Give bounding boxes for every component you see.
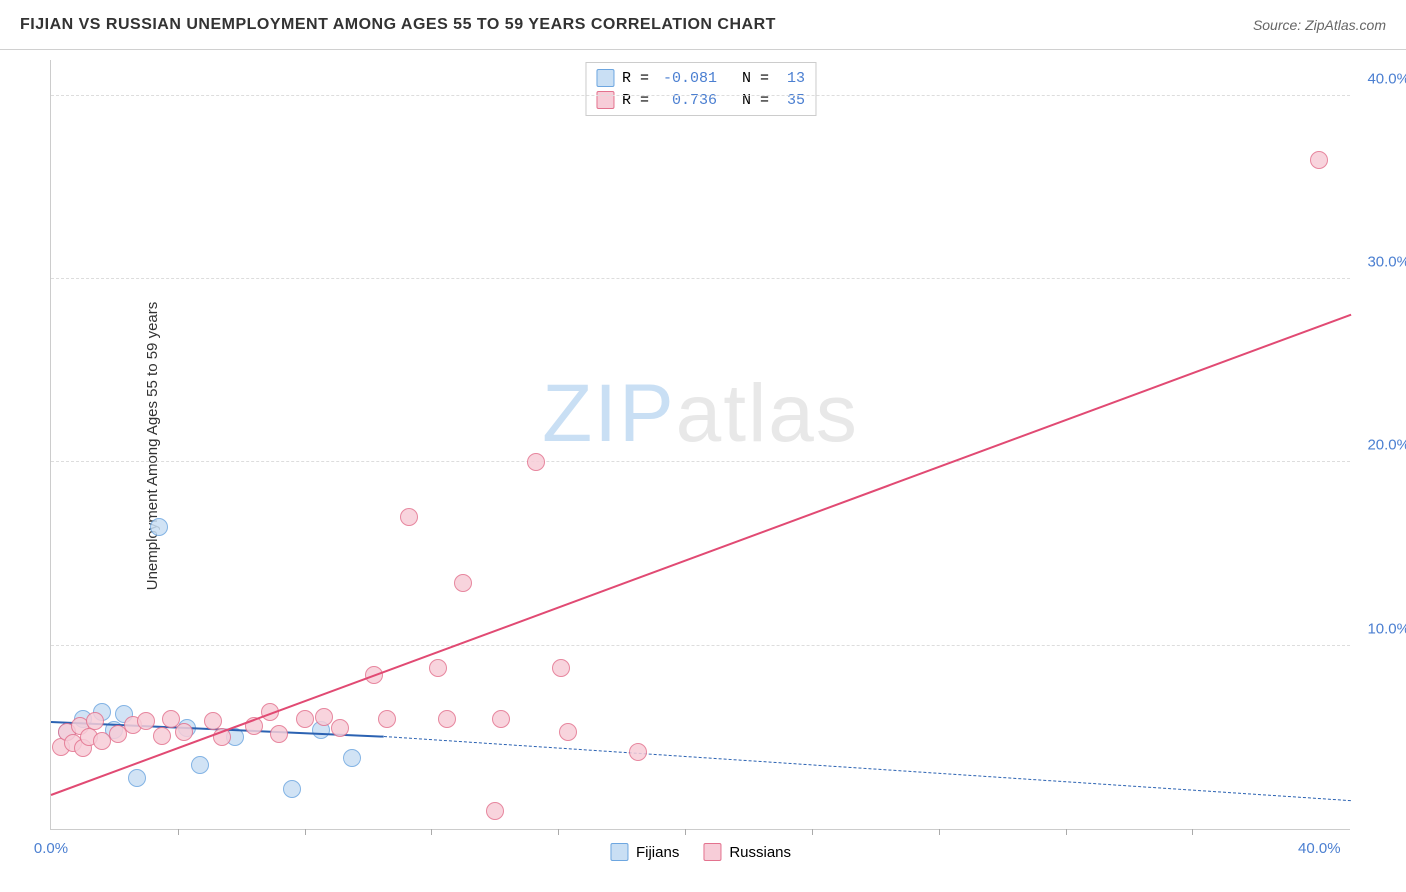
r-value-fijians: -0.081 [657, 70, 717, 87]
data-point-russians [438, 710, 456, 728]
x-minor-tick [939, 829, 940, 835]
legend-item-russians: Russians [703, 843, 791, 861]
data-point-fijians [343, 749, 361, 767]
data-point-russians [629, 743, 647, 761]
data-point-russians [331, 719, 349, 737]
gridline-horizontal [51, 461, 1350, 462]
data-point-russians [492, 710, 510, 728]
chart-title: FIJIAN VS RUSSIAN UNEMPLOYMENT AMONG AGE… [20, 16, 776, 34]
gridline-horizontal [51, 95, 1350, 96]
y-tick-label: 10.0% [1355, 620, 1406, 637]
data-point-russians [429, 659, 447, 677]
data-point-russians [175, 723, 193, 741]
legend-item-fijians: Fijians [610, 843, 679, 861]
data-point-russians [137, 712, 155, 730]
source-attribution: Source: ZipAtlas.com [1253, 17, 1386, 33]
data-point-russians [486, 802, 504, 820]
trend-line [384, 736, 1351, 801]
trend-line [51, 314, 1352, 796]
data-point-russians [552, 659, 570, 677]
x-minor-tick [178, 829, 179, 835]
x-minor-tick [558, 829, 559, 835]
title-bar: FIJIAN VS RUSSIAN UNEMPLOYMENT AMONG AGE… [0, 0, 1406, 50]
y-tick-label: 40.0% [1355, 70, 1406, 87]
x-tick-label: 0.0% [34, 840, 68, 857]
swatch-fijians-icon [610, 843, 628, 861]
x-minor-tick [812, 829, 813, 835]
data-point-russians [270, 725, 288, 743]
correlation-legend: R = -0.081 N = 13 R = 0.736 N = 35 [585, 62, 816, 116]
data-point-russians [153, 727, 171, 745]
x-minor-tick [685, 829, 686, 835]
n-value-fijians: 13 [777, 70, 805, 87]
data-point-fijians [128, 769, 146, 787]
data-point-russians [454, 574, 472, 592]
gridline-horizontal [51, 645, 1350, 646]
data-point-fijians [191, 756, 209, 774]
legend-row-fijians: R = -0.081 N = 13 [596, 67, 805, 89]
legend-row-russians: R = 0.736 N = 35 [596, 89, 805, 111]
data-point-russians [296, 710, 314, 728]
x-minor-tick [1066, 829, 1067, 835]
gridline-horizontal [51, 278, 1350, 279]
data-point-russians [86, 712, 104, 730]
y-tick-label: 30.0% [1355, 254, 1406, 271]
data-point-russians [109, 725, 127, 743]
scatter-plot-area: ZIPatlas R = -0.081 N = 13 R = 0.736 N =… [50, 60, 1350, 830]
y-tick-label: 20.0% [1355, 437, 1406, 454]
x-minor-tick [1192, 829, 1193, 835]
watermark: ZIPatlas [542, 367, 859, 461]
data-point-russians [559, 723, 577, 741]
data-point-russians [315, 708, 333, 726]
swatch-fijians [596, 69, 614, 87]
data-point-russians [378, 710, 396, 728]
data-point-russians [204, 712, 222, 730]
data-point-russians [1310, 151, 1328, 169]
swatch-russians-icon [703, 843, 721, 861]
x-minor-tick [305, 829, 306, 835]
data-point-fijians [283, 780, 301, 798]
data-point-russians [527, 453, 545, 471]
x-minor-tick [431, 829, 432, 835]
data-point-russians [400, 508, 418, 526]
series-legend: Fijians Russians [610, 843, 791, 861]
data-point-fijians [150, 518, 168, 536]
x-tick-label: 40.0% [1298, 840, 1341, 857]
